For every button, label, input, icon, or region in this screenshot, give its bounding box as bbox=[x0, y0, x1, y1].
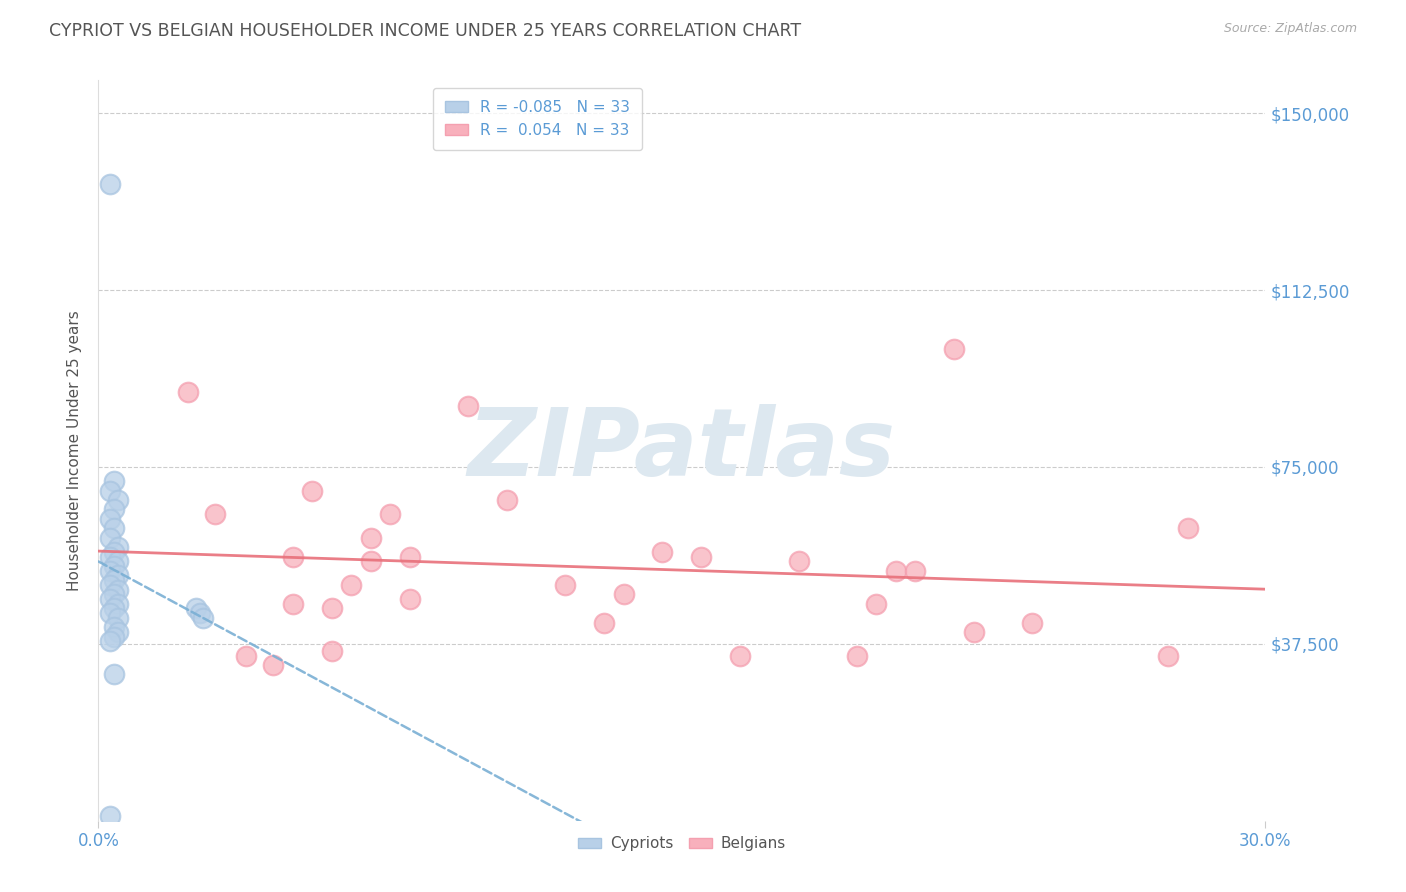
Point bbox=[103, 545, 125, 559]
Point bbox=[496, 493, 519, 508]
Point bbox=[360, 554, 382, 568]
Point bbox=[204, 507, 226, 521]
Point bbox=[103, 559, 125, 574]
Point bbox=[1177, 521, 1199, 535]
Point bbox=[98, 634, 121, 648]
Point bbox=[235, 648, 257, 663]
Point bbox=[98, 531, 121, 545]
Point bbox=[103, 630, 125, 644]
Point bbox=[107, 582, 129, 597]
Point bbox=[107, 540, 129, 554]
Point bbox=[281, 549, 304, 564]
Point bbox=[340, 578, 363, 592]
Point bbox=[188, 606, 211, 620]
Y-axis label: Householder Income Under 25 years: Householder Income Under 25 years bbox=[67, 310, 83, 591]
Point bbox=[107, 554, 129, 568]
Point bbox=[904, 564, 927, 578]
Point bbox=[107, 597, 129, 611]
Point bbox=[103, 502, 125, 516]
Point bbox=[398, 549, 420, 564]
Point bbox=[98, 512, 121, 526]
Point bbox=[321, 644, 343, 658]
Point bbox=[103, 587, 125, 601]
Point bbox=[103, 667, 125, 681]
Point bbox=[177, 384, 200, 399]
Legend: Cypriots, Belgians: Cypriots, Belgians bbox=[572, 830, 792, 857]
Point bbox=[98, 549, 121, 564]
Point bbox=[98, 592, 121, 607]
Point bbox=[884, 564, 907, 578]
Point bbox=[1021, 615, 1043, 630]
Point bbox=[301, 483, 323, 498]
Point bbox=[103, 474, 125, 488]
Point bbox=[943, 342, 966, 356]
Point bbox=[962, 625, 984, 640]
Text: CYPRIOT VS BELGIAN HOUSEHOLDER INCOME UNDER 25 YEARS CORRELATION CHART: CYPRIOT VS BELGIAN HOUSEHOLDER INCOME UN… bbox=[49, 22, 801, 40]
Point bbox=[107, 493, 129, 508]
Point bbox=[103, 521, 125, 535]
Point bbox=[107, 568, 129, 582]
Point bbox=[98, 177, 121, 191]
Point bbox=[98, 809, 121, 823]
Point bbox=[107, 625, 129, 640]
Point bbox=[103, 573, 125, 587]
Point bbox=[554, 578, 576, 592]
Point bbox=[380, 507, 402, 521]
Point bbox=[845, 648, 868, 663]
Point bbox=[651, 545, 673, 559]
Point bbox=[690, 549, 713, 564]
Point bbox=[281, 597, 304, 611]
Point bbox=[193, 611, 215, 625]
Point bbox=[360, 531, 382, 545]
Point bbox=[98, 606, 121, 620]
Point bbox=[865, 597, 887, 611]
Text: Source: ZipAtlas.com: Source: ZipAtlas.com bbox=[1223, 22, 1357, 36]
Point bbox=[103, 620, 125, 634]
Point bbox=[98, 578, 121, 592]
Point bbox=[103, 601, 125, 615]
Point bbox=[457, 399, 479, 413]
Point bbox=[98, 564, 121, 578]
Point bbox=[262, 658, 284, 673]
Point bbox=[107, 611, 129, 625]
Point bbox=[730, 648, 752, 663]
Point bbox=[184, 601, 207, 615]
Point bbox=[1157, 648, 1180, 663]
Point bbox=[321, 601, 343, 615]
Point bbox=[398, 592, 420, 607]
Point bbox=[98, 483, 121, 498]
Text: ZIPatlas: ZIPatlas bbox=[468, 404, 896, 497]
Point bbox=[787, 554, 810, 568]
Point bbox=[612, 587, 634, 601]
Point bbox=[593, 615, 616, 630]
